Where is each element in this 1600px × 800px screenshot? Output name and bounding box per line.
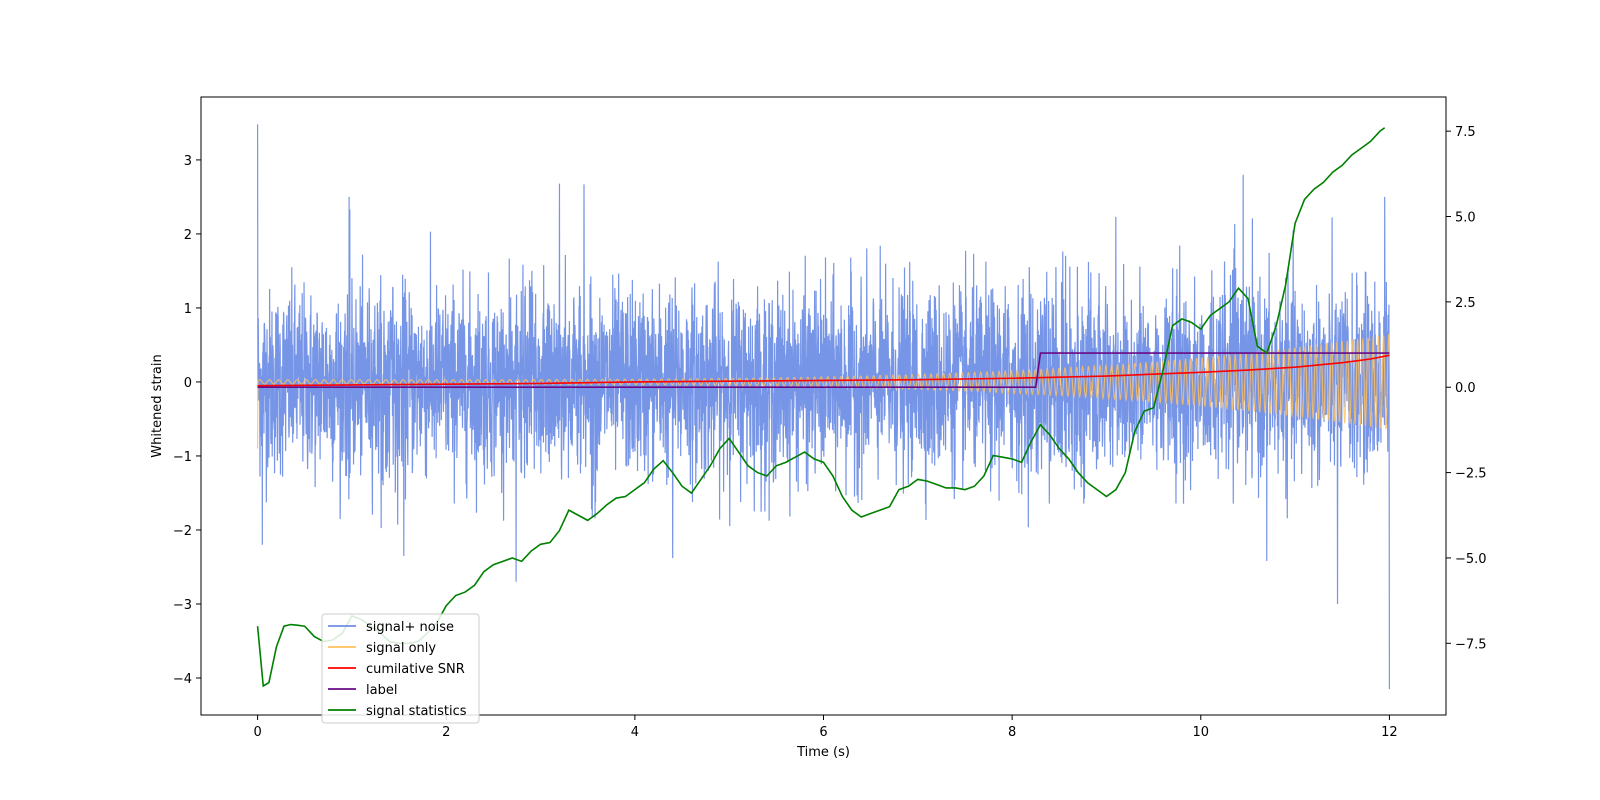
x-tick-label: 12 (1381, 725, 1398, 740)
y-right-tick-label: −5.0 (1455, 552, 1487, 567)
x-axis: 0 2 4 6 8 10 12 (253, 715, 1398, 740)
x-tick-label: 10 (1192, 725, 1209, 740)
y-right-tick-label: −2.5 (1455, 467, 1487, 482)
y-tick-label: −1 (173, 450, 192, 465)
series-signal-noise (256, 124, 1391, 690)
y-axis-label: Whitened strain (150, 354, 165, 457)
legend-box (321, 613, 480, 724)
y-right-tick-label: 5.0 (1455, 211, 1476, 226)
y-axis-right: 7.5 5.0 2.5 0.0 −2.5 −5.0 −7.5 (1446, 125, 1487, 652)
y-tick-label: 0 (184, 376, 192, 391)
x-tick-label: 6 (819, 725, 827, 740)
series-line-cumilative-snr (257, 354, 1390, 387)
legend-label: signal statistics (366, 704, 467, 719)
y-tick-label: −3 (173, 598, 192, 613)
legend-label: label (366, 683, 397, 698)
series-line-signal-only (257, 333, 1390, 449)
legend: signal+ noise signal only cumilative SNR la… (321, 613, 480, 724)
y-right-tick-label: 2.5 (1455, 296, 1476, 311)
y-tick-label: 3 (184, 154, 192, 169)
plot-area (256, 124, 1391, 690)
legend-label: cumilative SNR (366, 662, 465, 677)
y-right-tick-label: −7.5 (1455, 637, 1487, 652)
y-right-tick-label: 0.0 (1455, 381, 1476, 396)
x-tick-label: 8 (1008, 725, 1016, 740)
legend-label: signal+ noise (366, 620, 454, 635)
x-axis-label: Time (s) (796, 745, 850, 760)
series-signal-only (257, 333, 1390, 449)
y-axis-left: 3 2 1 0 −1 −2 −3 −4 (173, 154, 201, 687)
series-line-signal-noise (256, 124, 1391, 690)
y-tick-label: −2 (173, 524, 192, 539)
x-tick-label: 2 (442, 725, 450, 740)
y-tick-label: 1 (184, 302, 192, 317)
y-tick-label: 2 (184, 228, 192, 243)
y-tick-label: −4 (173, 672, 192, 687)
series-line-label (257, 352, 1390, 389)
y-right-tick-label: 7.5 (1455, 125, 1476, 140)
legend-label: signal only (366, 641, 436, 656)
x-tick-label: 0 (253, 725, 261, 740)
x-tick-label: 4 (631, 725, 639, 740)
